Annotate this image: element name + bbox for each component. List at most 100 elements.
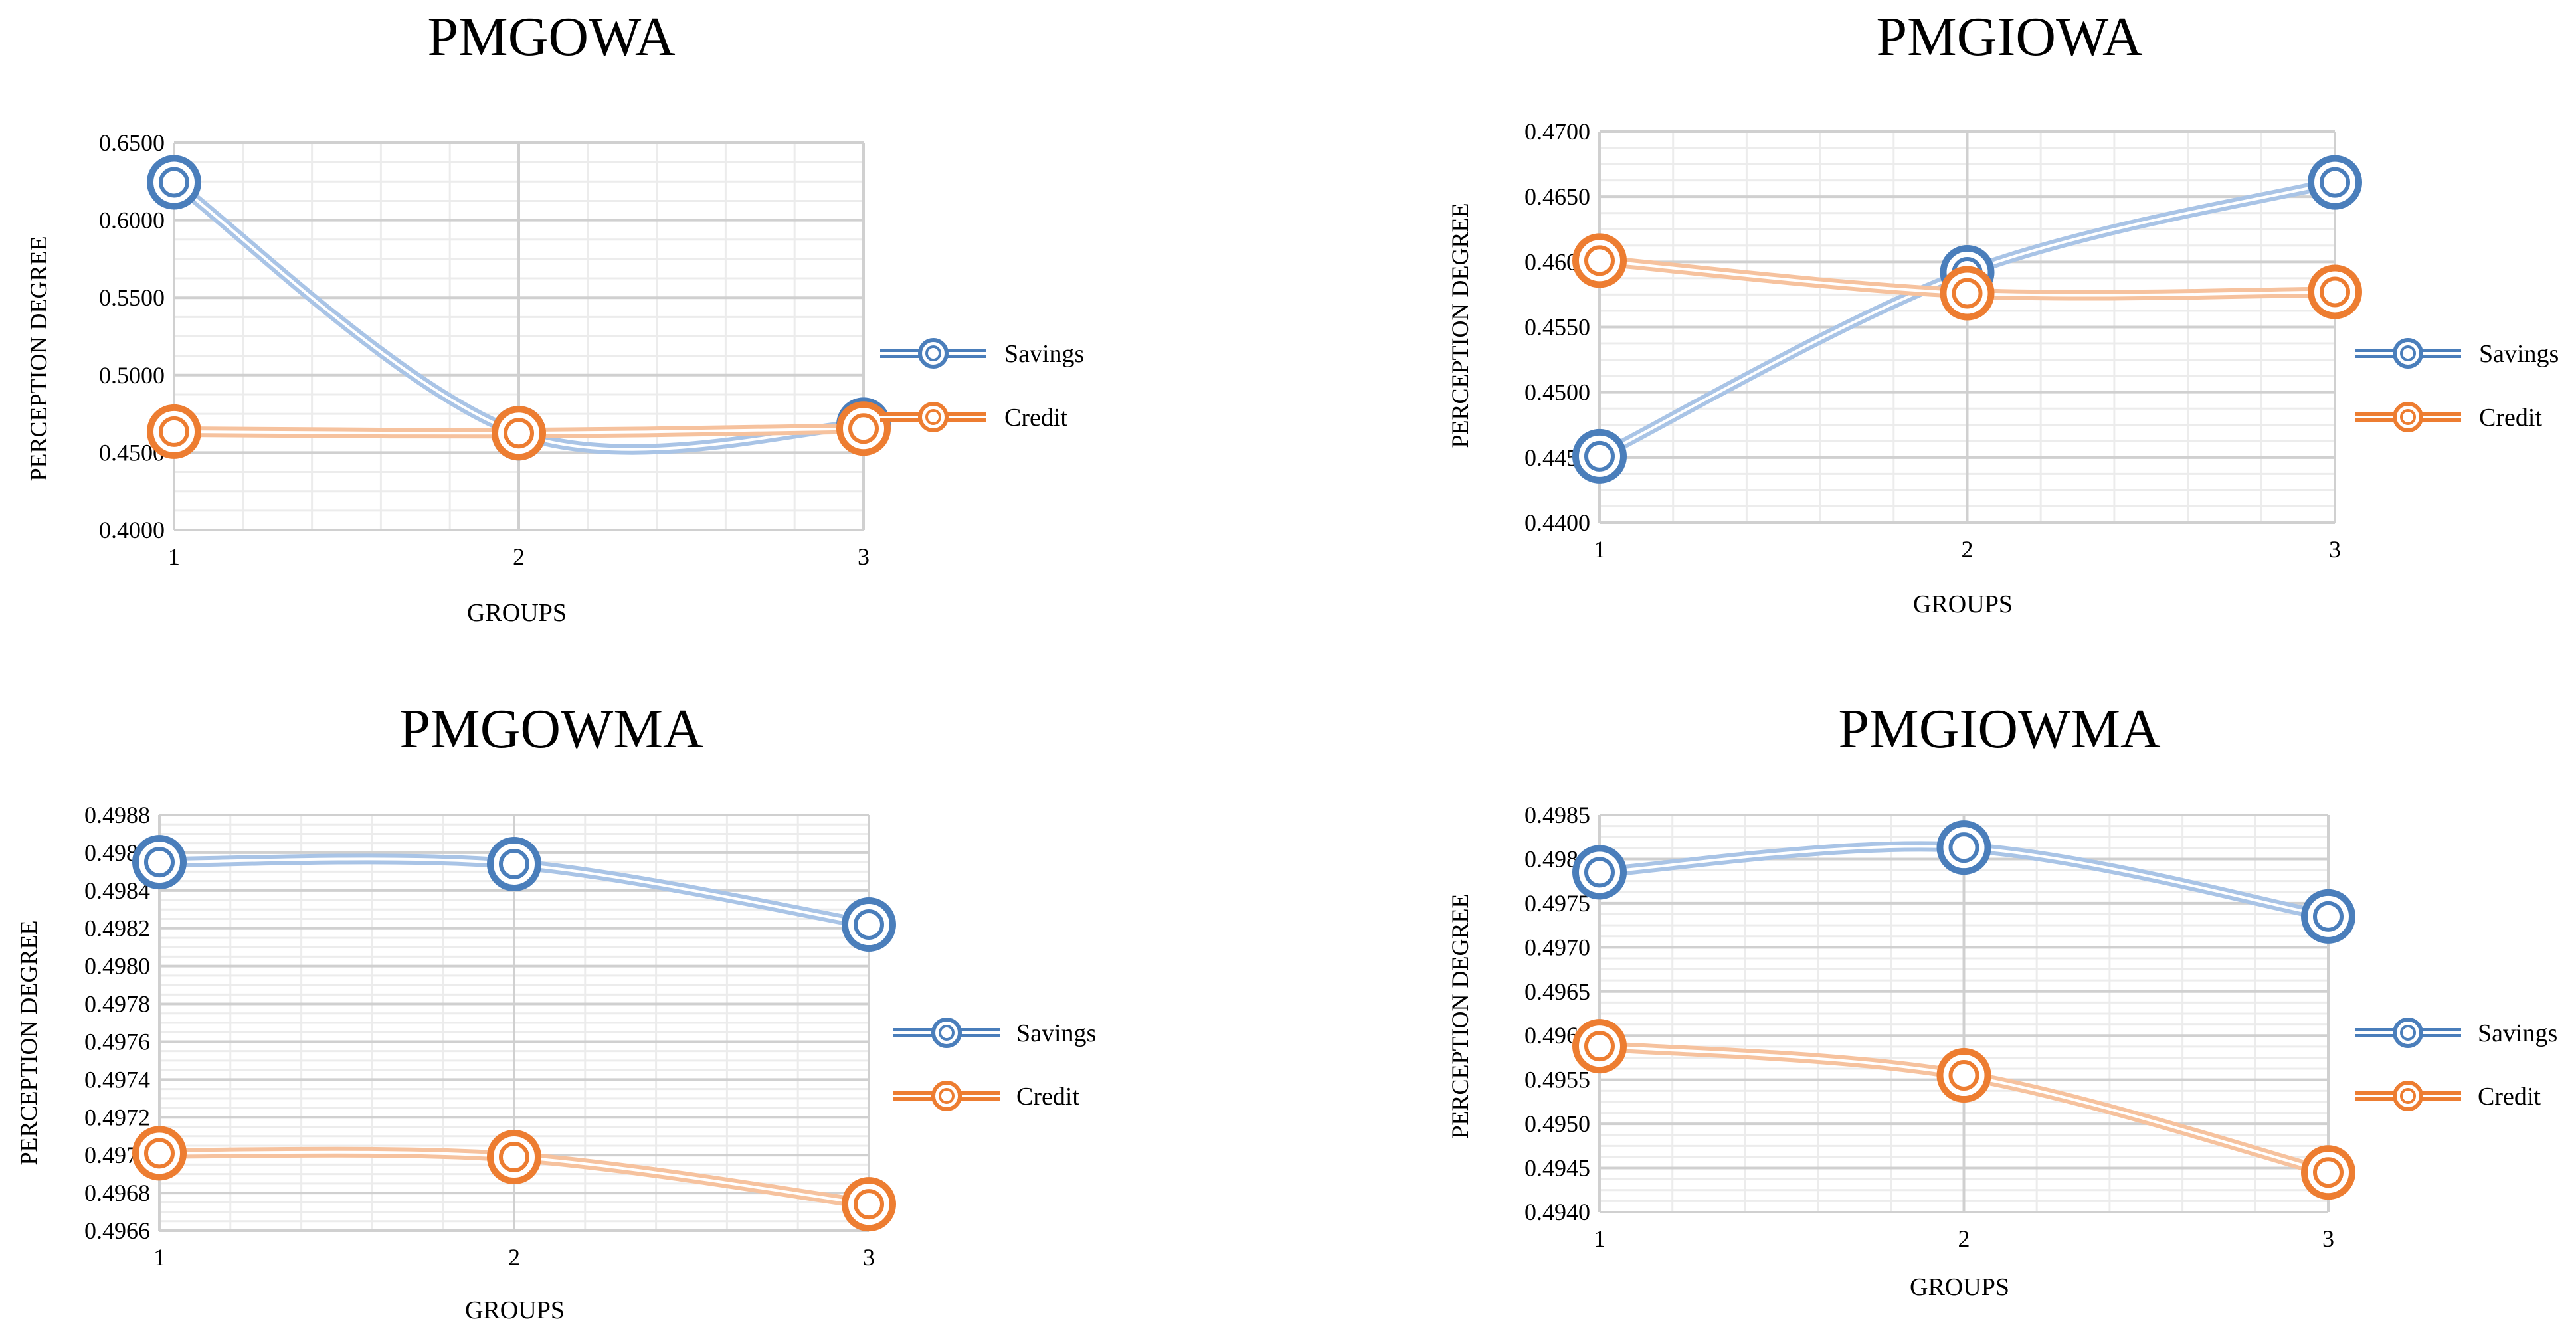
data-point-inner-credit-3 <box>854 1189 884 1220</box>
series-credit <box>1572 1019 2355 1200</box>
legend: Savings Credit <box>2355 1018 2557 1111</box>
x-axis-label: GROUPS <box>1913 590 2013 618</box>
y-tick-label: 0.4000 <box>99 517 165 543</box>
y-tick-label: 0.4972 <box>84 1104 150 1130</box>
y-tick-label: 0.4700 <box>1524 118 1590 145</box>
legend-marker-savings-inner <box>939 1025 955 1041</box>
data-point-inner-savings-1 <box>159 167 189 198</box>
legend-marker-credit-inner <box>2400 409 2416 425</box>
y-tick-label: 0.6000 <box>99 207 165 234</box>
legend-label-savings: Savings <box>1016 1020 1096 1047</box>
chart-pmgiowma: PMGIOWMA 0.49400.49450.49500.49550.49600… <box>1447 698 2557 1301</box>
y-tick-label: 0.4950 <box>1524 1111 1590 1137</box>
data-point-inner-credit-1 <box>1584 245 1615 276</box>
y-tick-label: 0.4968 <box>84 1180 150 1206</box>
legend-marker-credit-inner <box>925 409 941 425</box>
y-tick-label: 0.4982 <box>84 915 150 942</box>
series-credit <box>132 1126 896 1232</box>
y-axis-label: PERCEPTION DEGREE <box>1447 894 1473 1139</box>
chart-title: PMGOWA <box>427 6 676 68</box>
legend-marker-savings-inner <box>2400 1025 2416 1041</box>
y-tick-label: 0.4500 <box>1524 379 1590 406</box>
legend-item-savings[interactable]: Savings <box>893 1018 1096 1048</box>
data-point-inner-credit-2 <box>1948 1060 1979 1091</box>
y-tick-label: 0.4978 <box>84 991 150 1018</box>
series-credit <box>1572 233 2362 321</box>
data-point-inner-credit-3 <box>2313 1157 2344 1188</box>
data-point-inner-credit-1 <box>144 1138 175 1169</box>
legend-marker-savings-inner <box>925 345 941 361</box>
y-tick-label: 0.4974 <box>84 1066 150 1093</box>
chart-title: PMGOWMA <box>399 698 703 760</box>
data-point-inner-credit-3 <box>2320 276 2350 308</box>
y-tick-label: 0.4975 <box>1524 890 1590 917</box>
x-tick-label: 3 <box>858 543 870 570</box>
y-tick-label: 0.4650 <box>1524 183 1590 210</box>
y-tick-label: 0.5000 <box>99 362 165 389</box>
legend-marker-savings-inner <box>2400 345 2416 361</box>
x-tick-label: 2 <box>508 1244 520 1271</box>
y-tick-label: 0.4976 <box>84 1028 150 1055</box>
x-tick-label: 1 <box>153 1244 165 1271</box>
x-tick-label: 3 <box>2322 1225 2334 1252</box>
chart-pmgowma: PMGOWMA 0.49660.49680.49700.49720.49740.… <box>15 698 1096 1324</box>
legend-item-savings[interactable]: Savings <box>2355 1018 2557 1048</box>
x-tick-label: 2 <box>1962 536 1974 563</box>
legend: Savings Credit <box>893 1018 1096 1111</box>
y-tick-label: 0.4955 <box>1524 1067 1590 1093</box>
x-tick-label: 3 <box>2329 536 2341 563</box>
x-axis-label: GROUPS <box>467 599 567 627</box>
data-point-inner-savings-2 <box>1948 832 1979 863</box>
series-credit <box>147 401 891 461</box>
x-axis-label: GROUPS <box>1910 1273 2009 1301</box>
y-axis-label: PERCEPTION DEGREE <box>15 921 42 1166</box>
y-tick-label: 0.5500 <box>99 284 165 311</box>
legend-item-credit[interactable]: Credit <box>2355 1081 2541 1111</box>
legend-item-savings[interactable]: Savings <box>880 338 1084 369</box>
y-axis-label: PERCEPTION DEGREE <box>1447 203 1473 448</box>
chart-title: PMGIOWA <box>1876 6 2143 68</box>
data-point-inner-savings-1 <box>1584 440 1615 472</box>
chart-pmgiowa: PMGIOWA 0.44000.44500.45000.45500.46000.… <box>1447 6 2559 618</box>
legend-marker-credit-inner <box>939 1088 955 1104</box>
legend-label-savings: Savings <box>2478 1020 2557 1047</box>
legend: Savings Credit <box>2355 338 2559 432</box>
y-tick-label: 0.4945 <box>1524 1155 1590 1182</box>
y-tick-label: 0.4940 <box>1524 1199 1590 1225</box>
x-axis-label: GROUPS <box>465 1296 565 1324</box>
y-tick-label: 0.4985 <box>1524 802 1590 828</box>
y-tick-label: 0.4965 <box>1524 978 1590 1005</box>
y-tick-label: 0.4550 <box>1524 314 1590 341</box>
legend-marker-credit-inner <box>2400 1088 2416 1104</box>
legend-item-credit[interactable]: Credit <box>880 402 1067 432</box>
x-tick-label: 1 <box>168 543 180 570</box>
chart-title: PMGIOWMA <box>1838 698 2161 760</box>
data-point-inner-credit-3 <box>848 413 879 444</box>
x-tick-label: 1 <box>1594 1225 1606 1252</box>
x-tick-label: 2 <box>1958 1225 1970 1252</box>
y-tick-label: 0.6500 <box>99 130 165 156</box>
legend-label-credit: Credit <box>2479 404 2542 432</box>
series-savings <box>132 835 896 952</box>
legend: Savings Credit <box>880 338 1084 432</box>
data-point-inner-credit-1 <box>159 416 189 447</box>
data-point-inner-savings-2 <box>499 848 529 879</box>
data-point-inner-savings-3 <box>2320 167 2350 198</box>
data-point-inner-savings-3 <box>2313 901 2344 932</box>
legend-item-credit[interactable]: Credit <box>893 1081 1079 1111</box>
y-axis-label: PERCEPTION DEGREE <box>25 236 52 482</box>
series-savings <box>1572 820 2355 944</box>
data-point-inner-credit-2 <box>504 418 534 449</box>
legend-label-savings: Savings <box>1004 340 1084 368</box>
legend-label-savings: Savings <box>2479 340 2559 368</box>
data-point-inner-savings-3 <box>854 909 884 940</box>
data-point-inner-credit-1 <box>1584 1031 1615 1062</box>
y-tick-label: 0.4984 <box>84 877 150 904</box>
chart-pmgowa: PMGOWA 0.40000.45000.50000.55000.60000.6… <box>25 6 1084 627</box>
legend-item-savings[interactable]: Savings <box>2355 338 2559 369</box>
legend-label-credit: Credit <box>1004 404 1067 432</box>
x-tick-label: 2 <box>513 543 525 570</box>
data-point-inner-savings-1 <box>144 847 175 878</box>
legend-item-credit[interactable]: Credit <box>2355 402 2542 432</box>
